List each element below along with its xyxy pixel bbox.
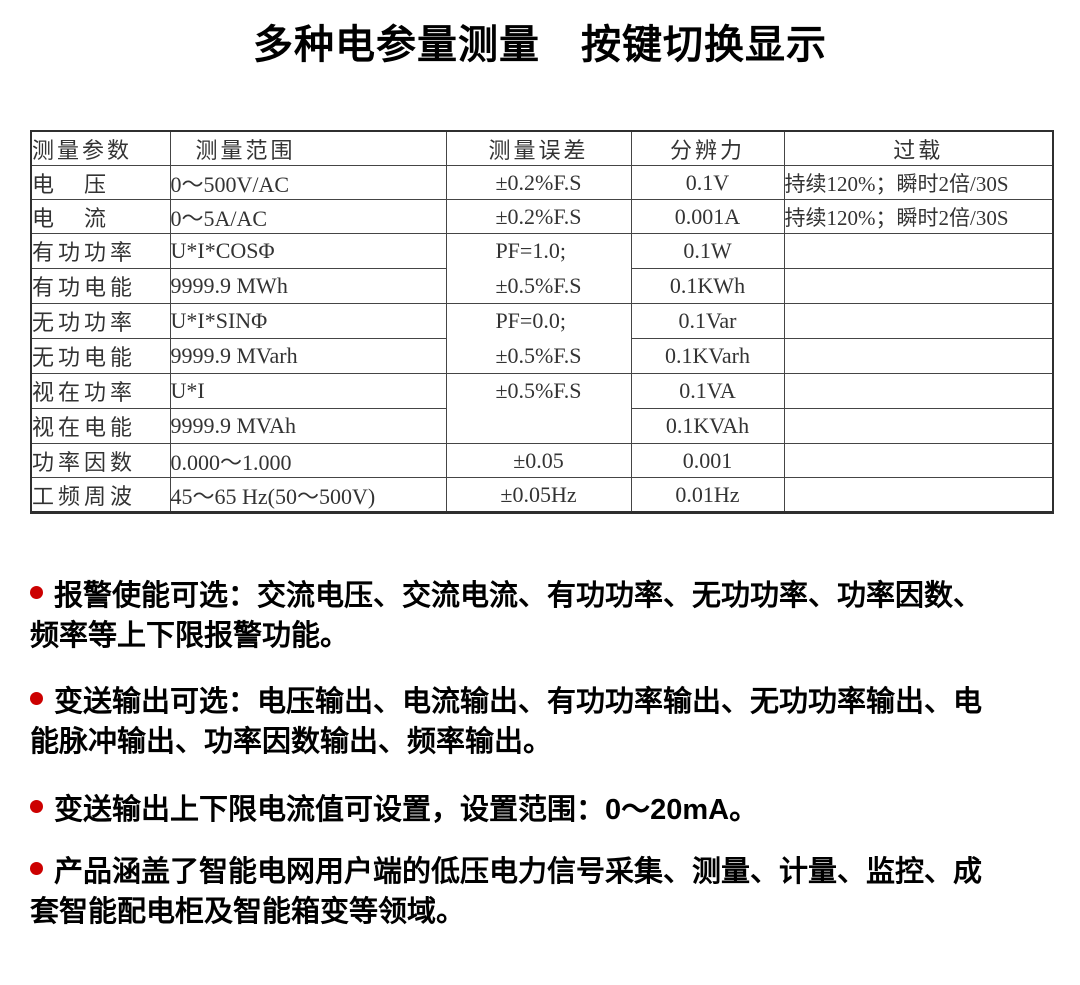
feature-item: 变送输出上下限电流值可设置，设置范围：0～20mA。	[30, 790, 1050, 830]
feature-text: 变送输出可选：电压输出、电流输出、有功功率输出、无功功率输出、电 能脉冲输出、功…	[30, 686, 983, 758]
cell-error: ±0.05Hz	[445, 477, 632, 513]
feature-text: 变送输出上下限电流值可设置，设置范围：0～20mA。	[54, 794, 759, 826]
error-line: ±0.5%F.S	[495, 342, 582, 368]
table-row: 工频周波 45～65 Hz(50～500V) ±0.05Hz 0.01Hz	[30, 477, 1054, 513]
feature-item: 变送输出可选：电压输出、电流输出、有功功率输出、无功功率输出、电 能脉冲输出、功…	[30, 682, 1050, 762]
cell-resolution: 0.1V	[630, 165, 785, 200]
feature-text: 产品涵盖了智能电网用户端的低压电力信号采集、测量、计量、监控、成 套智能配电柜及…	[30, 856, 983, 928]
table-row: 电 压 0～500V/AC ±0.2%F.S 0.1V 持续120%；瞬时2倍/…	[30, 165, 1054, 200]
cell-overload	[783, 477, 1054, 513]
cell-overload: 持续120%；瞬时2倍/30S	[783, 199, 1054, 234]
cell-error-merged: PF=1.0; ±0.5%F.S	[445, 233, 632, 304]
cell-param: 工频周波	[30, 477, 171, 513]
cell-range: U*I*SINΦ	[169, 303, 447, 339]
cell-param: 视在功率	[30, 373, 171, 409]
cell-overload	[783, 233, 1054, 269]
header-resolution: 分辨力	[630, 130, 785, 166]
cell-param: 无功功率	[30, 303, 171, 339]
cell-error-merged: ±0.5%F.S	[445, 373, 632, 444]
table-row: 视在电能 9999.9 MVAh 0.1KVAh	[30, 408, 1054, 444]
cell-resolution: 0.1W	[630, 233, 785, 269]
cell-range: 0～5A/AC	[169, 199, 447, 234]
table-row: 无功功率 U*I*SINΦ PF=0.0; ±0.5%F.S 0.1Var	[30, 303, 1054, 374]
cell-resolution: 0.1KVarh	[630, 338, 785, 374]
cell-resolution: 0.001A	[630, 199, 785, 234]
header-error: 测量误差	[445, 130, 632, 166]
cell-resolution: 0.1KVAh	[630, 408, 785, 444]
cell-overload	[783, 373, 1054, 409]
cell-error-merged: PF=0.0; ±0.5%F.S	[445, 303, 632, 374]
cell-overload	[783, 303, 1054, 339]
cell-overload	[783, 338, 1054, 374]
cell-resolution: 0.001	[630, 443, 785, 478]
cell-overload	[783, 408, 1054, 444]
cell-param: 有功功率	[30, 233, 171, 269]
error-block: PF=0.0; ±0.5%F.S	[495, 305, 582, 373]
error-line: ±0.5%F.S	[495, 272, 582, 298]
cell-param: 无功电能	[30, 338, 171, 374]
feature-list: 报警使能可选：交流电压、交流电流、有功功率、无功功率、功率因数、 频率等上下限报…	[30, 576, 1050, 932]
cell-resolution: 0.1Var	[630, 303, 785, 339]
table-row: 功率因数 0.000～1.000 ±0.05 0.001	[30, 443, 1054, 478]
cell-range: 9999.9 MWh	[169, 268, 447, 304]
cell-param: 功率因数	[30, 443, 171, 478]
table-row: 视在功率 U*I ±0.5%F.S 0.1VA	[30, 373, 1054, 444]
page-title: 多种电参量测量 按键切换显示	[253, 23, 827, 67]
error-line: PF=1.0;	[495, 238, 566, 263]
cell-resolution: 0.1KWh	[630, 268, 785, 304]
table-row: 电 流 0～5A/AC ±0.2%F.S 0.001A 持续120%；瞬时2倍/…	[30, 199, 1054, 234]
error-line	[495, 409, 581, 443]
cell-resolution: 0.01Hz	[630, 477, 785, 513]
error-block: PF=1.0; ±0.5%F.S	[495, 235, 582, 303]
bullet-icon	[30, 800, 43, 813]
bullet-icon	[30, 692, 43, 705]
header-param: 测量参数	[30, 130, 171, 166]
bullet-icon	[30, 586, 43, 599]
cell-overload: 持续120%；瞬时2倍/30S	[783, 165, 1054, 200]
cell-range: 9999.9 MVAh	[169, 408, 447, 444]
cell-range: 45～65 Hz(50～500V)	[169, 477, 447, 513]
cell-resolution: 0.1VA	[630, 373, 785, 409]
cell-range: 0.000～1.000	[169, 443, 447, 478]
cell-error: ±0.2%F.S	[445, 165, 632, 200]
cell-param: 视在电能	[30, 408, 171, 444]
error-line: PF=0.0;	[495, 308, 566, 333]
error-line: ±0.5%F.S	[495, 378, 582, 403]
feature-item: 报警使能可选：交流电压、交流电流、有功功率、无功功率、功率因数、 频率等上下限报…	[30, 576, 1050, 656]
cell-range: U*I	[169, 373, 447, 409]
cell-range: 0～500V/AC	[169, 165, 447, 200]
cell-param: 电 流	[30, 199, 171, 234]
cell-overload	[783, 443, 1054, 478]
cell-overload	[783, 268, 1054, 304]
cell-param: 电 压	[30, 165, 171, 200]
feature-text: 报警使能可选：交流电压、交流电流、有功功率、无功功率、功率因数、 频率等上下限报…	[30, 580, 983, 652]
header-range: 测量范围	[169, 130, 447, 166]
bullet-icon	[30, 862, 43, 875]
cell-range: U*I*COSΦ	[169, 233, 447, 269]
cell-range: 9999.9 MVarh	[169, 338, 447, 374]
table-row: 无功电能 9999.9 MVarh 0.1KVarh	[30, 338, 1054, 374]
header-overload: 过载	[783, 130, 1054, 166]
table-row: 有功功率 U*I*COSΦ PF=1.0; ±0.5%F.S 0.1W	[30, 233, 1054, 304]
cell-param: 有功电能	[30, 268, 171, 304]
cell-error: ±0.05	[445, 443, 632, 478]
cell-error: ±0.2%F.S	[445, 199, 632, 234]
feature-item: 产品涵盖了智能电网用户端的低压电力信号采集、测量、计量、监控、成 套智能配电柜及…	[30, 852, 1050, 932]
spec-table: 测量参数 测量范围 测量误差 分辨力 过载 电 压 0～500V/AC ±0.2…	[30, 130, 1054, 514]
table-header-row: 测量参数 测量范围 测量误差 分辨力 过载	[30, 130, 1054, 166]
error-block: ±0.5%F.S	[495, 375, 582, 443]
